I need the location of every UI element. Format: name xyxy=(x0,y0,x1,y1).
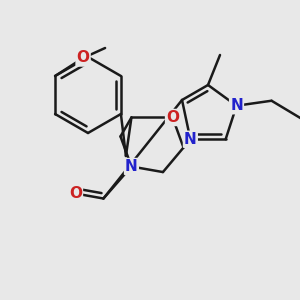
Text: O: O xyxy=(76,50,90,65)
Text: O: O xyxy=(166,110,179,125)
Text: N: N xyxy=(125,159,138,174)
Text: N: N xyxy=(184,132,197,147)
Text: N: N xyxy=(230,98,243,113)
Text: O: O xyxy=(69,186,82,201)
